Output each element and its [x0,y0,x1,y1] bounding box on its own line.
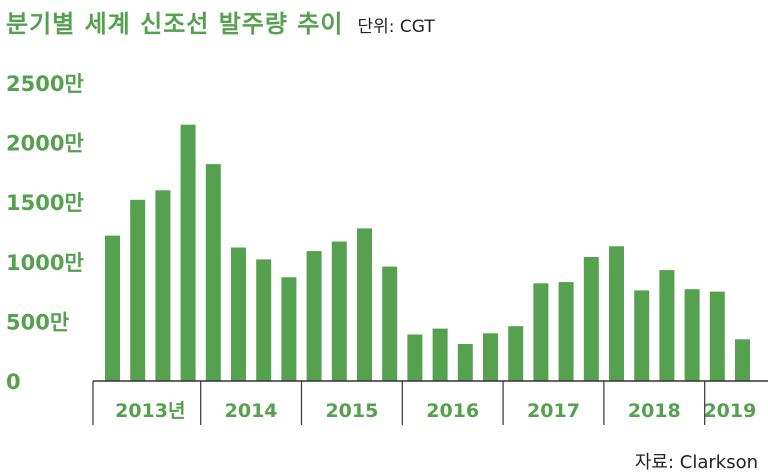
bar [130,199,146,381]
y-tick-label: 500만 [6,310,69,334]
title-row: 분기별 세계 신조선 발주량 추이 단위: CGT [6,4,435,39]
bar [331,241,347,381]
source-label: 자료: Clarkson [634,452,758,473]
y-tick-label: 1500만 [6,191,84,215]
bar [684,289,700,381]
bar [583,257,599,381]
chart-title: 분기별 세계 신조선 발주량 추이 [6,10,344,38]
bar [155,190,171,381]
bar [357,228,372,381]
y-tick-label: 0 [6,370,21,394]
x-tick-label: 2018 [628,400,681,422]
bar [558,282,574,381]
bar [457,344,473,381]
bar [382,266,398,381]
unit-label: 단위: CGT [357,17,435,37]
bar [281,277,297,381]
y-tick-label: 1000만 [6,251,84,275]
x-tick-label: 2019 [703,400,756,422]
bar [508,326,524,381]
bar [407,334,423,381]
bar [180,124,196,381]
x-tick-label: 2015 [325,400,378,422]
bar [432,328,448,381]
bar [483,333,498,381]
bar [709,291,725,381]
y-tick-label: 2500만 [6,72,84,96]
x-tick-label: 2014 [225,400,278,422]
bar [533,283,549,381]
bar [634,290,650,381]
bar [735,339,750,381]
bar [609,246,624,381]
bar [205,164,221,381]
bar [105,235,120,381]
bar [306,251,322,381]
bar [231,247,246,381]
x-tick-label: 2017 [527,400,580,422]
y-tick-label: 2000만 [6,132,84,156]
bar [659,270,675,381]
x-tick-label: 2016 [426,400,479,422]
bar [256,259,272,381]
x-tick-label: 2013년 [115,400,185,422]
